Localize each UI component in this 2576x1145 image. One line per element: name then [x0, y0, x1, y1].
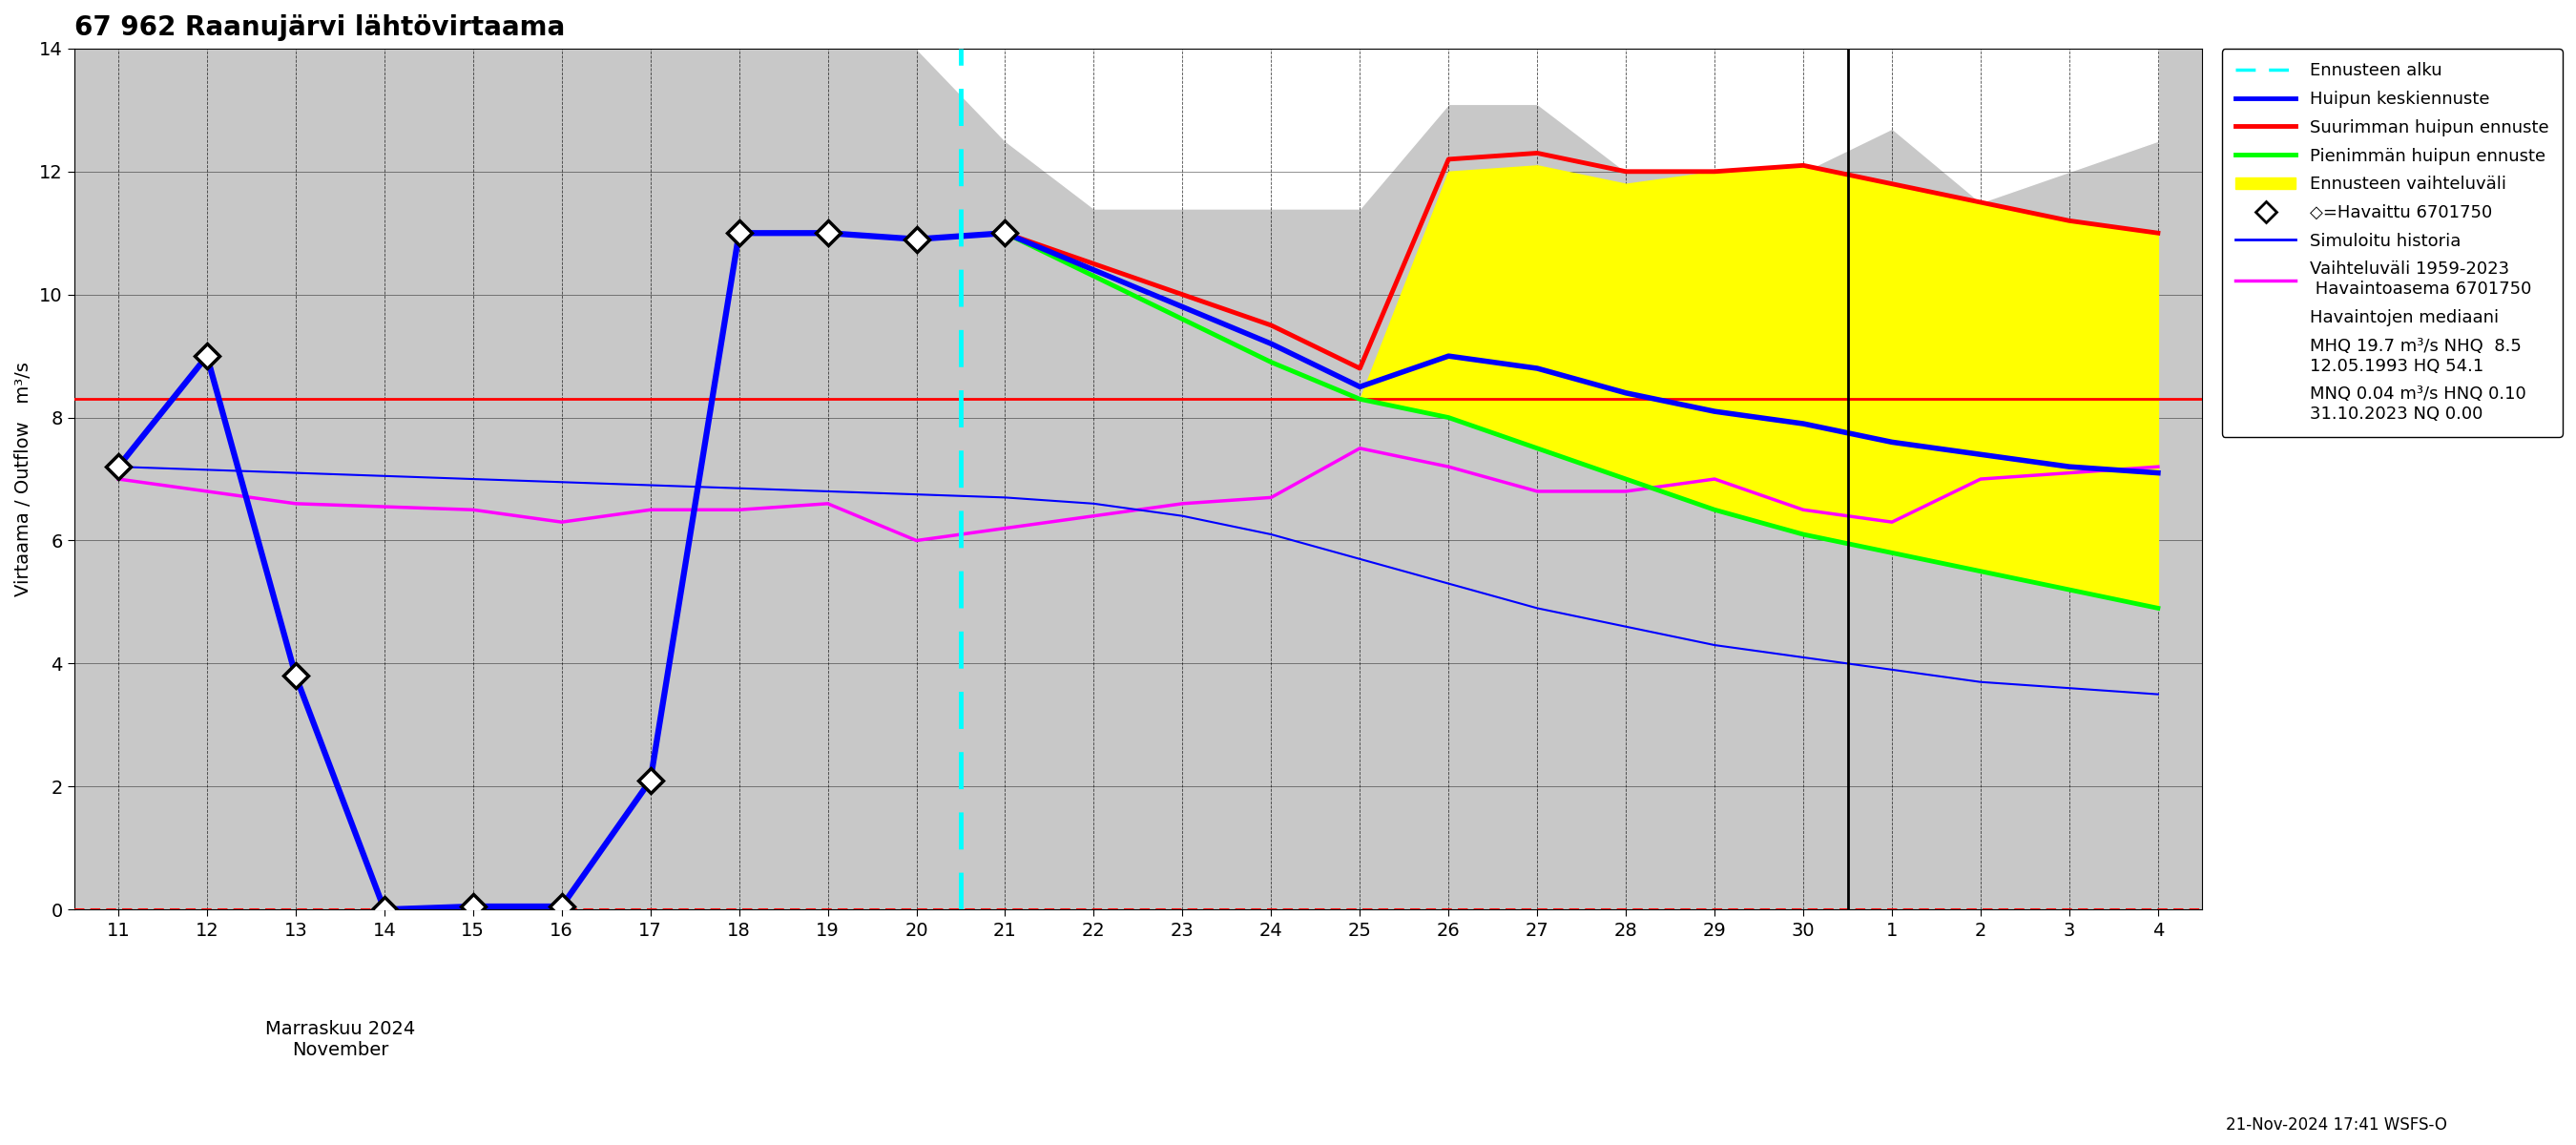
Text: 67 962 Raanujärvi lähtövirtaama: 67 962 Raanujärvi lähtövirtaama	[75, 14, 564, 41]
Legend: Ennusteen alku, Huipun keskiennuste, Suurimman huipun ennuste, Pienimmän huipun : Ennusteen alku, Huipun keskiennuste, Suu…	[2221, 48, 2563, 436]
Text: Marraskuu 2024
November: Marraskuu 2024 November	[265, 1020, 415, 1059]
Text: 21-Nov-2024 17:41 WSFS-O: 21-Nov-2024 17:41 WSFS-O	[2226, 1116, 2447, 1134]
Y-axis label: Virtaama / Outflow   m³/s: Virtaama / Outflow m³/s	[15, 362, 33, 597]
